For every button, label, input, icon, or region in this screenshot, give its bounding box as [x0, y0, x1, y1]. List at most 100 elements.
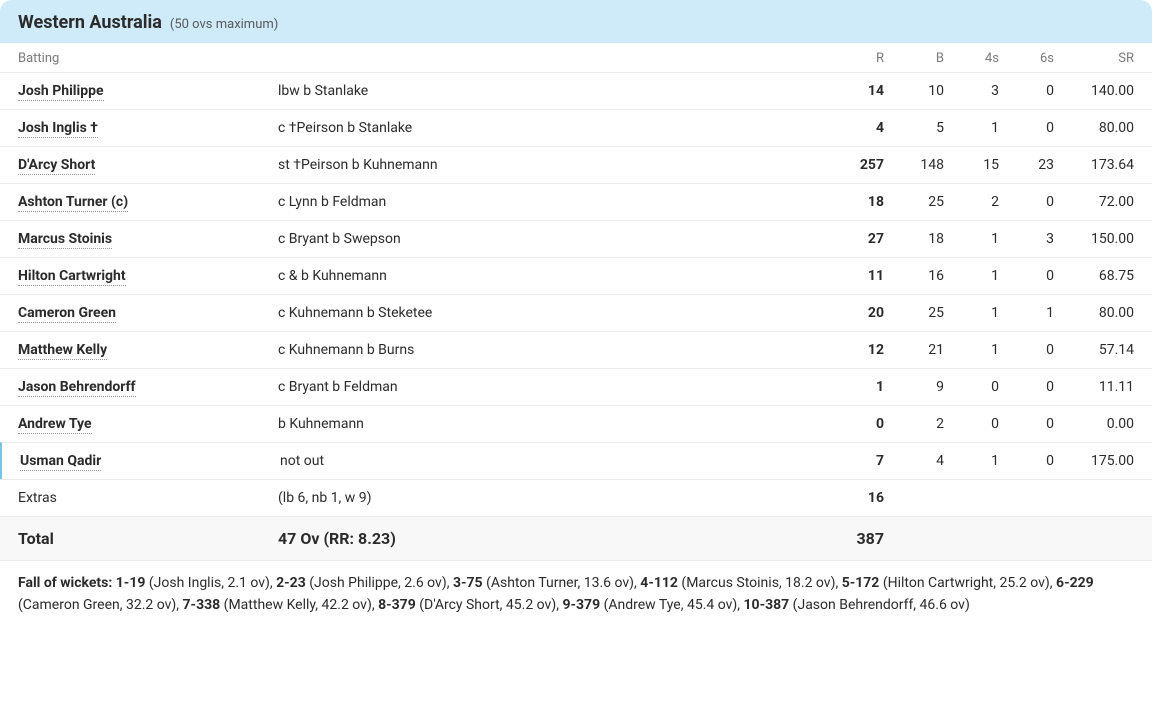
fours: 1 [944, 305, 999, 321]
player-link[interactable]: Matthew Kelly [18, 342, 107, 360]
balls: 25 [884, 194, 944, 210]
player-link[interactable]: Josh Philippe [18, 83, 104, 101]
fow-mark: 4-112 [640, 575, 678, 591]
batter-row: Jason Behrendorffc Bryant b Feldman19001… [0, 368, 1152, 405]
fow-mark: 9-379 [562, 597, 600, 613]
fow-detail: (Andrew Tye, 45.4 ov) [604, 597, 738, 613]
col-batting: Batting [18, 51, 278, 66]
batter-row: Josh Philippe lbw b Stanlake141030140.00 [0, 72, 1152, 109]
dismissal-text: st †Peirson b Kuhnemann [278, 157, 814, 173]
batter-name-cell: Marcus Stoinis [18, 231, 278, 247]
sixes: 3 [999, 231, 1054, 247]
player-link[interactable]: Ashton Turner (c) [18, 194, 128, 212]
fow-detail: (D'Arcy Short, 45.2 ov) [419, 597, 556, 613]
fall-of-wickets: Fall of wickets: 1-19 (Josh Inglis, 2.1 … [0, 560, 1152, 632]
col-balls: B [884, 51, 944, 66]
strike-rate: 0.00 [1054, 416, 1134, 432]
runs: 14 [814, 83, 884, 99]
col-sixes: 6s [999, 51, 1054, 66]
player-link[interactable]: Josh Inglis † [18, 120, 98, 138]
batter-name-cell: Josh Inglis † [18, 120, 278, 136]
batter-name-cell: Jason Behrendorff [18, 379, 278, 395]
batter-row: Cameron Greenc Kuhnemann b Steketee20251… [0, 294, 1152, 331]
fow-detail: (Matthew Kelly, 42.2 ov) [224, 597, 372, 613]
strike-rate: 57.14 [1054, 342, 1134, 358]
player-link[interactable]: Usman Qadir [20, 453, 101, 471]
col-runs: R [814, 51, 884, 66]
sixes: 0 [999, 453, 1054, 469]
runs: 27 [814, 231, 884, 247]
batter-name-cell: Matthew Kelly [18, 342, 278, 358]
fow-mark: 6-229 [1056, 575, 1094, 591]
dismissal-text: c & b Kuhnemann [278, 268, 814, 284]
balls: 25 [884, 305, 944, 321]
sixes: 23 [999, 157, 1054, 173]
scorecard: Western Australia (50 ovs maximum) Batti… [0, 0, 1152, 632]
sixes: 0 [999, 83, 1054, 99]
fours: 2 [944, 194, 999, 210]
batter-row: Marcus Stoinisc Bryant b Swepson27181315… [0, 220, 1152, 257]
runs: 257 [814, 157, 884, 173]
total-label: Total [18, 529, 278, 548]
col-fours: 4s [944, 51, 999, 66]
fow-detail: (Josh Inglis, 2.1 ov) [149, 575, 270, 591]
strike-rate: 68.75 [1054, 268, 1134, 284]
fours: 3 [944, 83, 999, 99]
fours: 0 [944, 379, 999, 395]
fow-mark: 1-19 [116, 575, 146, 591]
fours: 1 [944, 231, 999, 247]
player-link[interactable]: Jason Behrendorff [18, 379, 136, 397]
dismissal-text: c Kuhnemann b Steketee [278, 305, 814, 321]
batter-name-cell: Hilton Cartwright [18, 268, 278, 284]
total-value: 387 [814, 529, 884, 548]
fours: 15 [944, 157, 999, 173]
batter-row: Ashton Turner (c)c Lynn b Feldman1825207… [0, 183, 1152, 220]
player-link[interactable]: Marcus Stoinis [18, 231, 112, 249]
player-link[interactable]: Andrew Tye [18, 416, 92, 434]
total-detail: 47 Ov (RR: 8.23) [278, 529, 814, 548]
strike-rate: 173.64 [1054, 157, 1134, 173]
sixes: 0 [999, 120, 1054, 136]
batter-row: Usman Qadir not out7410175.00 [0, 442, 1152, 479]
fow-mark: 5-172 [842, 575, 880, 591]
batter-row: D'Arcy Short st †Peirson b Kuhnemann25714… [0, 146, 1152, 183]
fow-detail: (Ashton Turner, 13.6 ov) [486, 575, 634, 591]
col-dismissal [278, 51, 814, 66]
fours: 1 [944, 120, 999, 136]
strike-rate: 80.00 [1054, 120, 1134, 136]
fow-label: Fall of wickets: [18, 575, 112, 591]
runs: 7 [814, 453, 884, 469]
player-link[interactable]: Hilton Cartwright [18, 268, 126, 286]
dismissal-text: lbw b Stanlake [278, 83, 814, 99]
dismissal-text: c Bryant b Swepson [278, 231, 814, 247]
balls: 148 [884, 157, 944, 173]
team-header: Western Australia (50 ovs maximum) [0, 0, 1152, 43]
runs: 11 [814, 268, 884, 284]
runs: 18 [814, 194, 884, 210]
player-link[interactable]: Cameron Green [18, 305, 116, 323]
fow-mark: 7-338 [183, 597, 221, 613]
sixes: 0 [999, 379, 1054, 395]
team-subtitle: (50 ovs maximum) [170, 17, 278, 32]
col-sr: SR [1054, 51, 1134, 66]
sixes: 0 [999, 268, 1054, 284]
fours: 1 [944, 342, 999, 358]
dismissal-text: not out [280, 453, 814, 469]
dismissal-text: c †Peirson b Stanlake [278, 120, 814, 136]
balls: 4 [884, 453, 944, 469]
player-link[interactable]: D'Arcy Short [18, 157, 95, 175]
batter-name-cell: Usman Qadir [20, 453, 280, 469]
sixes: 0 [999, 342, 1054, 358]
balls: 16 [884, 268, 944, 284]
column-header: Batting R B 4s 6s SR [0, 43, 1152, 72]
fow-detail: (Jason Behrendorff, 46.6 ov) [793, 597, 970, 613]
strike-rate: 140.00 [1054, 83, 1134, 99]
batter-row: Matthew Kellyc Kuhnemann b Burns12211057… [0, 331, 1152, 368]
balls: 2 [884, 416, 944, 432]
runs: 1 [814, 379, 884, 395]
strike-rate: 175.00 [1054, 453, 1134, 469]
fours: 1 [944, 453, 999, 469]
sixes: 1 [999, 305, 1054, 321]
balls: 10 [884, 83, 944, 99]
dismissal-text: c Lynn b Feldman [278, 194, 814, 210]
